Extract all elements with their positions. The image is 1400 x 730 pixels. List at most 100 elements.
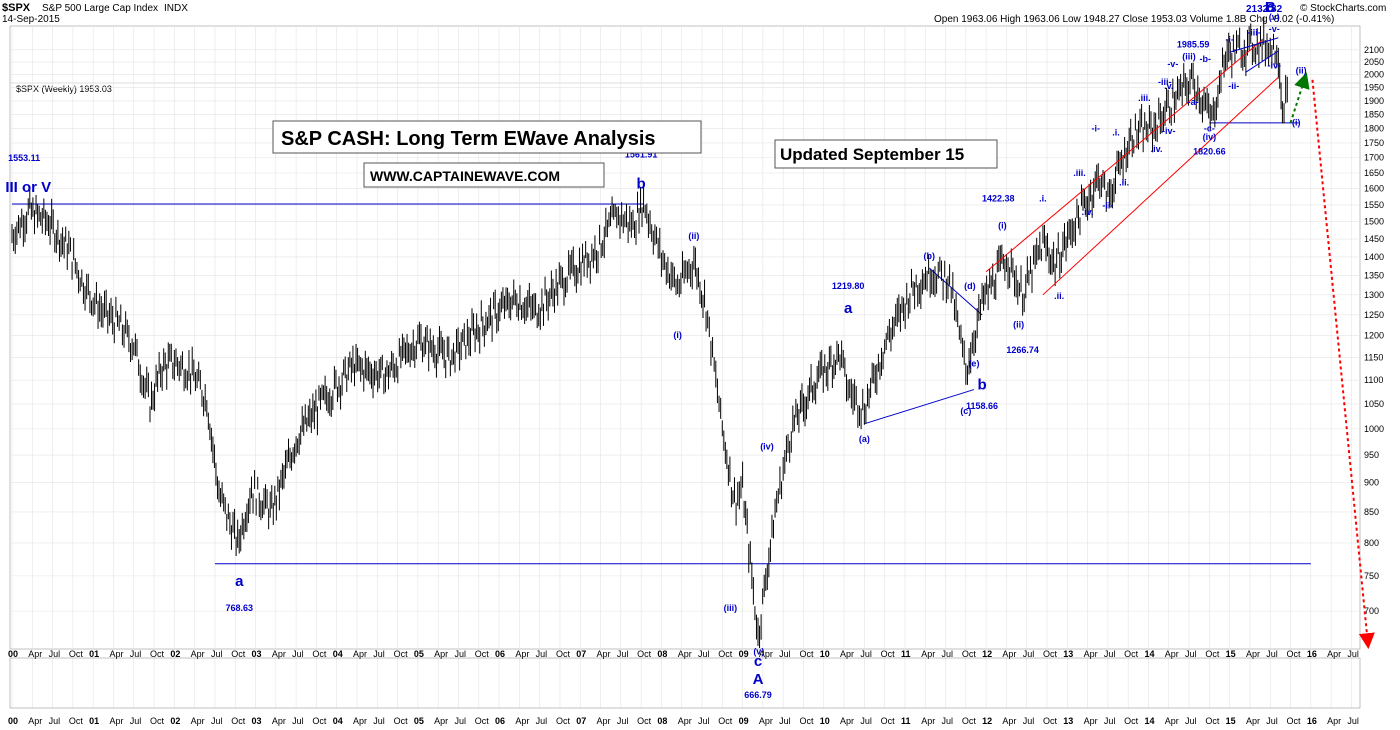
wave-label: (e) — [968, 358, 979, 368]
wave-label: (i) — [1292, 118, 1301, 128]
forecast-arrow — [1311, 79, 1375, 650]
lower-panel-labels: cA 666.79 — [744, 653, 772, 700]
x-tick-label: Apr — [1246, 649, 1260, 659]
x-tick-label: 04 — [333, 649, 343, 659]
x-tick-label: Jul — [49, 649, 61, 659]
wave-label: .v. — [1164, 81, 1173, 91]
x-tick-label: 06 — [495, 649, 505, 659]
x-tick-label: Jul — [698, 649, 710, 659]
x-tick-label: Jul — [1266, 716, 1278, 726]
y-tick-label: 2100 — [1364, 45, 1384, 55]
wave-label: (iv) — [1203, 132, 1217, 142]
wave-label: (a) — [859, 434, 870, 444]
legend: $SPX (Weekly) 1953.03 — [16, 84, 112, 94]
y-tick-label: 1400 — [1364, 252, 1384, 262]
x-tick-label: 13 — [1063, 649, 1073, 659]
wave-label: .iv. — [1082, 207, 1094, 217]
x-axis-bottom: 00 Apr Jul Oct 01 Apr Jul Oct 02 Apr Jul Oct 03 Apr Ju… — [8, 716, 1359, 726]
y-tick-label: 1100 — [1364, 375, 1383, 385]
x-tick-label: Oct — [799, 649, 814, 659]
wave-label: -b- — [1200, 54, 1212, 64]
y-tick-label: 1700 — [1364, 153, 1384, 163]
wave-label: 1422.38 — [982, 194, 1015, 204]
x-tick-label: Jul — [1104, 716, 1116, 726]
main-panel-frame — [9, 25, 1361, 650]
y-tick-label: 1250 — [1364, 310, 1384, 320]
x-tick-label: 09 — [739, 716, 749, 726]
wave-label: (i) — [673, 330, 682, 340]
x-tick-label: Oct — [150, 716, 165, 726]
wave-label: -iv- — [1162, 126, 1176, 136]
x-tick-label: Oct — [962, 716, 977, 726]
x-tick-label: Oct — [394, 716, 409, 726]
x-tick-label: Apr — [515, 649, 529, 659]
wave-label: (b) — [924, 251, 936, 261]
x-tick-label: 16 — [1307, 716, 1317, 726]
x-tick-label: 11 — [901, 716, 911, 726]
y-tick-label: 1050 — [1364, 399, 1384, 409]
x-tick-label: Oct — [1124, 716, 1139, 726]
wave-label: .iii. — [1073, 168, 1086, 178]
updated-text: Updated September 15 — [780, 145, 964, 164]
x-tick-label: Oct — [150, 649, 165, 659]
index-name: S&P 500 Large Cap Index — [42, 3, 158, 14]
x-tick-label: Jul — [860, 649, 872, 659]
y-tick-label: 950 — [1364, 450, 1379, 460]
x-tick-label: Jul — [211, 649, 223, 659]
wave-label: 1158.66 — [966, 401, 998, 411]
x-tick-label: Oct — [475, 716, 490, 726]
x-tick-label: Oct — [1205, 649, 1220, 659]
wave-label: (i) — [998, 221, 1007, 231]
x-tick-label: 03 — [252, 716, 262, 726]
x-tick-label: Apr — [1002, 649, 1016, 659]
x-tick-label: 00 — [8, 716, 18, 726]
wave-label: 666.79 — [744, 690, 772, 700]
wave-label: (ii) — [1296, 65, 1307, 75]
x-tick-label: Oct — [881, 649, 896, 659]
x-tick-label: Apr — [109, 716, 123, 726]
lower-panel-frame — [9, 657, 1361, 709]
x-tick-label: Apr — [434, 716, 448, 726]
wave-label: -iv- — [1268, 60, 1282, 70]
x-tick-label: Oct — [1287, 716, 1302, 726]
x-tick-label: Apr — [1165, 649, 1179, 659]
x-tick-label: Jul — [1023, 716, 1035, 726]
wave-label: 768.63 — [226, 603, 254, 613]
x-tick-label: Jul — [211, 716, 223, 726]
x-tick-label: Oct — [881, 716, 896, 726]
x-tick-label: 03 — [252, 649, 262, 659]
x-tick-label: Jul — [698, 716, 710, 726]
x-tick-label: Oct — [312, 649, 327, 659]
x-tick-label: 13 — [1063, 716, 1073, 726]
x-tick-label: Jul — [292, 649, 304, 659]
x-tick-label: Oct — [69, 649, 84, 659]
y-tick-label: 1900 — [1364, 96, 1384, 106]
x-tick-label: Oct — [718, 716, 733, 726]
y-tick-label: 850 — [1364, 507, 1379, 517]
x-tick-label: 07 — [576, 649, 586, 659]
x-tick-label: Jul — [1266, 649, 1278, 659]
title-box: S&P CASH: Long Term EWave Analysis — [272, 120, 702, 154]
wave-label: -ii- — [1102, 200, 1113, 210]
wave-label: (v) — [1269, 12, 1280, 22]
updated-box: Updated September 15 — [774, 139, 998, 169]
y-tick-label: 1200 — [1364, 331, 1384, 341]
x-tick-label: Apr — [1327, 649, 1341, 659]
x-tick-label: 06 — [495, 716, 505, 726]
x-tick-label: Jul — [373, 716, 385, 726]
chart-title: S&P CASH: Long Term EWave Analysis — [281, 128, 656, 150]
x-tick-label: Oct — [394, 649, 409, 659]
wave-label: (d) — [964, 281, 976, 291]
x-tick-label: Jul — [779, 649, 791, 659]
x-tick-label: Jul — [942, 649, 954, 659]
x-tick-label: Apr — [28, 716, 42, 726]
y-axis-ticks: 700 750 800 850 900 950 1000 1050 1100 1150 1200 12… — [1364, 45, 1384, 616]
x-tick-label: Apr — [272, 716, 286, 726]
x-tick-label: Jul — [454, 649, 466, 659]
wave-label: a — [235, 573, 244, 590]
x-tick-label: Jul — [1104, 649, 1116, 659]
exchange: INDX — [164, 3, 188, 14]
x-tick-label: Oct — [231, 716, 246, 726]
x-tick-label: Jul — [536, 649, 548, 659]
